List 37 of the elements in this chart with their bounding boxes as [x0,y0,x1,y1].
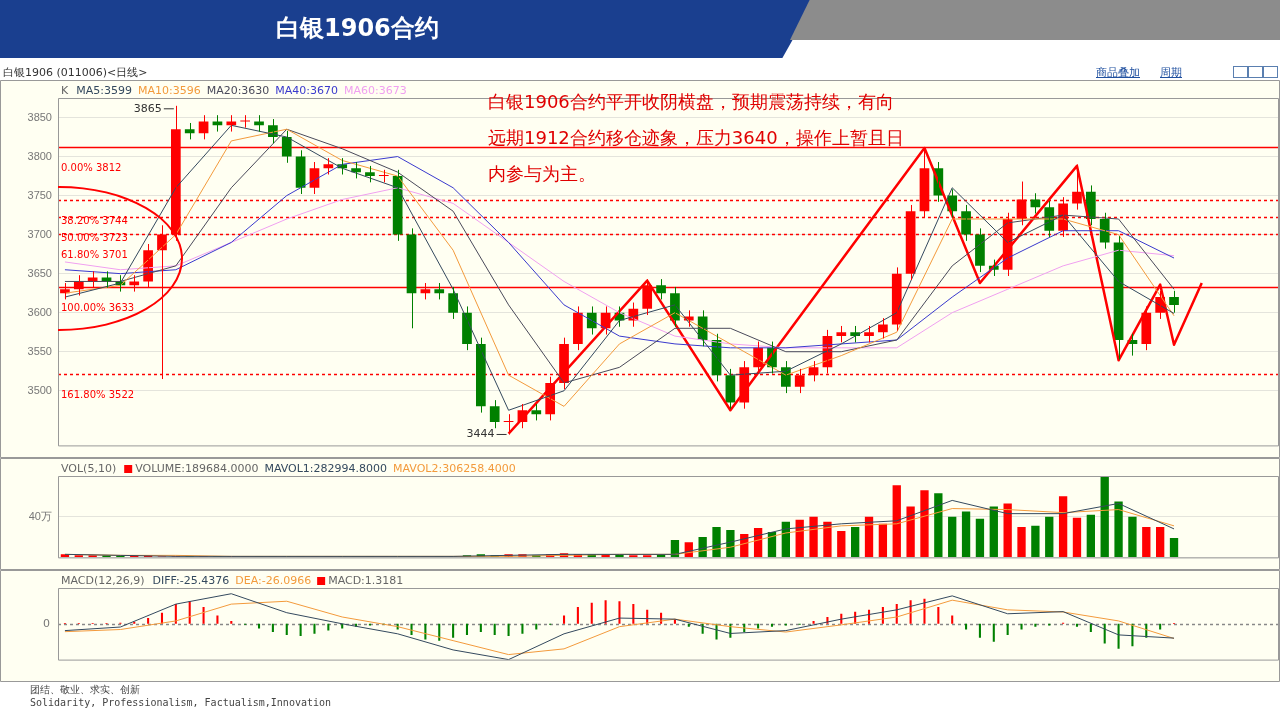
annotation: 白银1906合约平开收阴横盘，预期震荡持续，有向远期1912合约移仓迹象，压力3640，操作上暂且日内参与为主。 [488,90,905,186]
y-tick-label: 3700 [27,227,52,240]
y-tick-label: 3600 [27,305,52,318]
text: 周期 [1160,66,1182,79]
series-label: DEA:-26.0966 [235,573,312,587]
chart-title: 白银1906合约 [276,13,439,44]
ref-line-label: 161.80% 3522 [61,389,135,401]
chart-title: VOL(5,10) [61,461,117,475]
legend-label: MACD:1.3181 [328,573,404,587]
series-label: DIFF:-25.4376 [152,573,230,587]
chart-subtitle: 白银1906 (011006)<日线> [3,65,148,80]
y-tick-label: 3750 [27,188,52,201]
y-tick-label: 3500 [27,383,52,396]
y-tick-label: 3550 [27,344,52,357]
y-tick-label: 3800 [27,149,52,162]
text: MA10:3596 [137,83,201,97]
text: 商品叠加 [1096,66,1140,79]
text: MAVOL1:282994.8000 [264,461,388,475]
text: MA20:3630 [206,83,270,97]
text: MA60:3673 [344,83,407,97]
text: 0 [43,617,50,631]
annotation: 3865 [133,101,162,115]
ref-line-label: 100.00% 3633 [61,302,135,314]
text: MA40:3670 [275,83,339,97]
text: Solidarity, Professionalism, Factualism,Innovation [30,696,332,709]
ref-line-label: 0.00% 3812 [61,162,122,174]
chart-title: MACD(12,26,9) [61,573,145,587]
ref-line-label: 61.80% 3701 [61,249,128,261]
legend-title: K [61,83,69,97]
annotation: 3444 [466,427,495,441]
text: MAVOL2:306258.4000 [393,461,516,475]
text: 团结、敬业、求实、创新 [30,683,141,696]
y-tick-label: 3850 [27,110,52,123]
y-tick-label: 40万 [28,509,52,522]
y-tick-label: 3650 [27,266,52,279]
legend-label: VOLUME:189684.0000 [135,461,259,475]
text: MA5:3599 [76,83,132,97]
